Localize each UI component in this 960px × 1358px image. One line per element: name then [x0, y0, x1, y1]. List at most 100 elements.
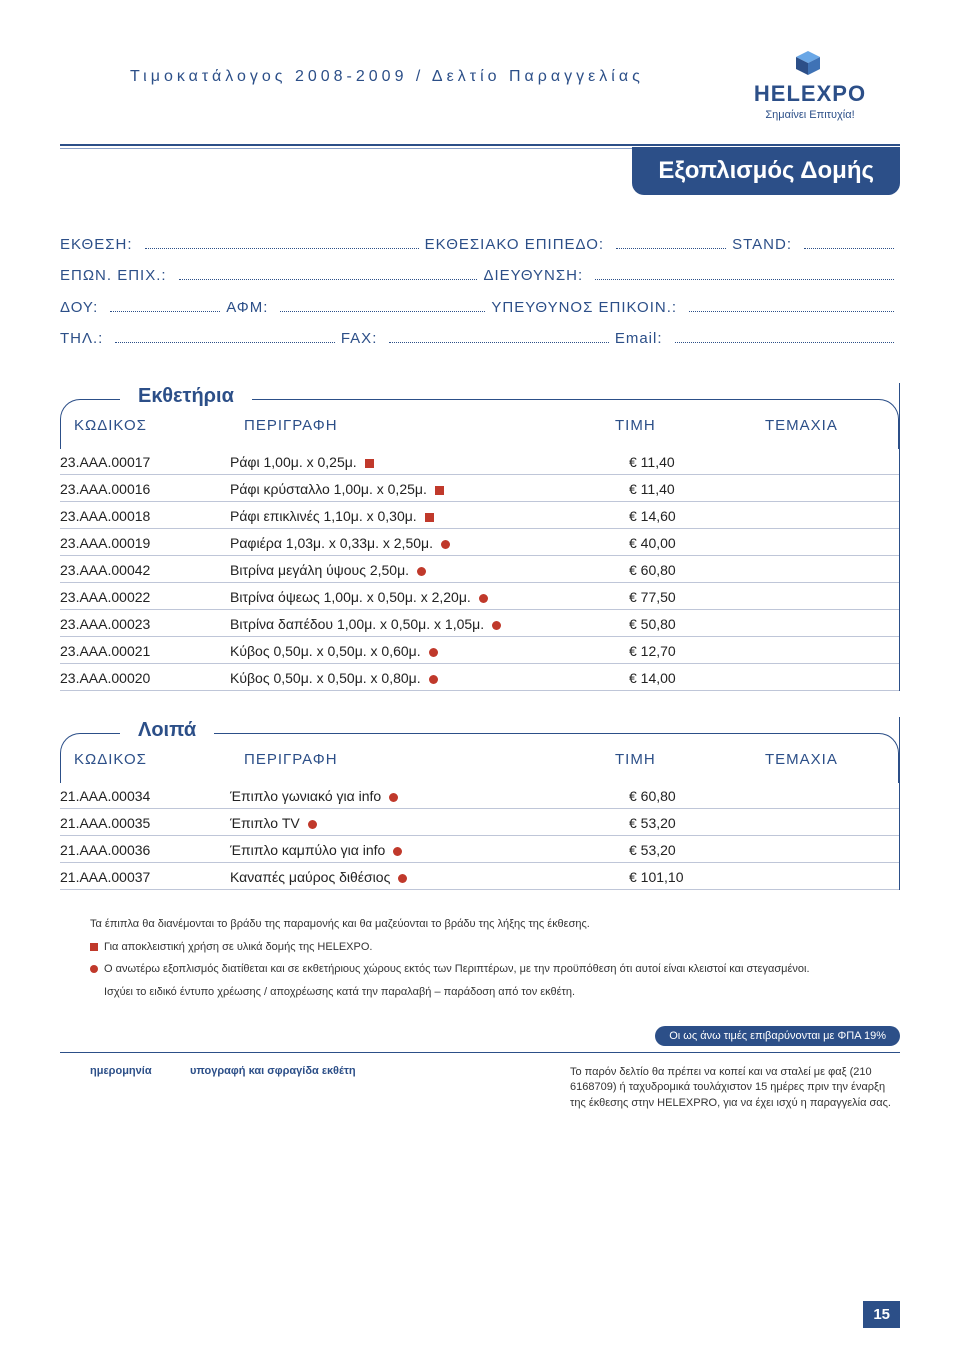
hdr-qty: ΤΕΜΑΧΙΑ — [765, 751, 885, 768]
table-row: 23.ΑΑΑ.00042Βιτρίνα μεγάλη ύψους 2,50μ. … — [60, 556, 899, 583]
table-row: 23.ΑΑΑ.00017Ράφι 1,00μ. x 0,25μ. € 11,40 — [60, 448, 899, 475]
table-row: 23.ΑΑΑ.00019Ραφιέρα 1,03μ. x 0,33μ. x 2,… — [60, 529, 899, 556]
hdr-price: ΤΙΜΗ — [615, 751, 765, 768]
field-fax[interactable] — [389, 330, 608, 344]
lbl-ekthesi: ΕΚΘΕΣΗ: — [60, 236, 133, 253]
table-row: 21.ΑΑΑ.00034Έπιπλο γωνιακό για info € 60… — [60, 782, 899, 809]
table-row: 21.ΑΑΑ.00037Καναπές μαύρος διθέσιος € 10… — [60, 863, 899, 890]
cell-price: € 40,00 — [629, 535, 779, 551]
table-row: 23.ΑΑΑ.00023Βιτρίνα δαπέδου 1,00μ. x 0,5… — [60, 610, 899, 637]
hdr-desc: ΠΕΡΙΓΡΑΦΗ — [244, 751, 615, 768]
footer: Οι ως άνω τιμές επιβαρύνονται με ΦΠΑ 19%… — [60, 1026, 900, 1111]
field-dieyth[interactable] — [595, 267, 894, 281]
logo-subtext: Σημαίνει Επιτυχία! — [740, 109, 880, 121]
note-dot1: Ο ανωτέρω εξοπλισμός διατίθεται και σε ε… — [104, 963, 810, 975]
note-sq: Για αποκλειστική χρήση σε υλικά δομής τη… — [104, 941, 372, 953]
footer-sign-label: υπογραφή και σφραγίδα εκθέτη — [180, 1065, 570, 1111]
dot-red-icon — [492, 621, 501, 630]
cell-price: € 101,10 — [629, 869, 779, 885]
cell-price: € 77,50 — [629, 589, 779, 605]
section-title: Εξοπλισμός Δομής — [632, 147, 900, 195]
cell-code: 23.ΑΑΑ.00021 — [60, 643, 230, 659]
cell-code: 23.ΑΑΑ.00017 — [60, 454, 230, 470]
hdr-qty: ΤΕΜΑΧΙΑ — [765, 417, 885, 434]
dot-red-icon — [479, 594, 488, 603]
lbl-epon: ΕΠΩΝ. ΕΠΙΧ.: — [60, 267, 167, 284]
logo: HELEXPO Σημαίνει Επιτυχία! — [740, 50, 880, 121]
field-epipedo[interactable] — [616, 235, 726, 249]
cell-price: € 14,00 — [629, 670, 779, 686]
notes: Τα έπιπλα θα διανέμονται το βράδυ της πα… — [90, 916, 880, 1000]
cell-code: 21.ΑΑΑ.00036 — [60, 842, 230, 858]
field-email[interactable] — [675, 330, 894, 344]
lbl-doy: ΔΟΥ: — [60, 299, 98, 316]
hdr-code: ΚΩΔΙΚΟΣ — [74, 417, 244, 434]
field-ekthesi[interactable] — [145, 235, 419, 249]
cell-code: 23.ΑΑΑ.00042 — [60, 562, 230, 578]
cell-code: 23.ΑΑΑ.00020 — [60, 670, 230, 686]
table-row: 21.ΑΑΑ.00036Έπιπλο καμπύλο για info € 53… — [60, 836, 899, 863]
table-row: 23.ΑΑΑ.00016Ράφι κρύσταλλο 1,00μ. x 0,25… — [60, 475, 899, 502]
cell-desc: Ράφι 1,00μ. x 0,25μ. — [230, 454, 629, 470]
cell-desc: Κύβος 0,50μ. x 0,50μ. x 0,60μ. — [230, 643, 629, 659]
field-afm[interactable] — [280, 298, 485, 312]
dot-red-icon — [441, 540, 450, 549]
form-block: ΕΚΘΕΣΗ: ΕΚΘΕΣΙΑΚΟ ΕΠΙΠΕΔΟ: STAND: ΕΠΩΝ. … — [60, 235, 900, 347]
lbl-ypeuth: ΥΠΕΥΘΥΝΟΣ ΕΠΙΚΟΙΝ.: — [491, 299, 677, 316]
cell-code: 23.ΑΑΑ.00023 — [60, 616, 230, 632]
cell-desc: Ράφι κρύσταλλο 1,00μ. x 0,25μ. — [230, 481, 629, 497]
cell-desc: Κύβος 0,50μ. x 0,50μ. x 0,80μ. — [230, 670, 629, 686]
dot-red-icon — [429, 648, 438, 657]
square-red-icon — [435, 486, 444, 495]
hdr-code: ΚΩΔΙΚΟΣ — [74, 751, 244, 768]
lbl-fax: FAX: — [341, 330, 378, 347]
group-title: Λοιπά — [120, 719, 214, 742]
hdr-price: ΤΙΜΗ — [615, 417, 765, 434]
breadcrumb: Τιμοκατάλογος 2008-2009 / Δελτίο Παραγγε… — [130, 68, 644, 86]
cell-desc: Βιτρίνα δαπέδου 1,00μ. x 0,50μ. x 1,05μ. — [230, 616, 629, 632]
dot-red-icon — [393, 847, 402, 856]
group-ektheteria: Εκθετήρια ΚΩΔΙΚΟΣ ΠΕΡΙΓΡΑΦΗ ΤΙΜΗ ΤΕΜΑΧΙΑ… — [60, 383, 900, 691]
cell-code: 23.ΑΑΑ.00016 — [60, 481, 230, 497]
page-number: 15 — [863, 1301, 900, 1328]
square-red-icon — [425, 513, 434, 522]
field-stand[interactable] — [804, 235, 894, 249]
cell-desc: Έπιπλο γωνιακό για info — [230, 788, 629, 804]
field-epon[interactable] — [179, 267, 478, 281]
cell-price: € 11,40 — [629, 481, 779, 497]
cell-code: 21.ΑΑΑ.00034 — [60, 788, 230, 804]
cell-price: € 12,70 — [629, 643, 779, 659]
square-red-icon — [365, 459, 374, 468]
logo-text: HELEXPO — [740, 81, 880, 107]
note-intro: Τα έπιπλα θα διανέμονται το βράδυ της πα… — [90, 916, 880, 933]
cell-code: 23.ΑΑΑ.00019 — [60, 535, 230, 551]
cell-desc: Βιτρίνα όψεως 1,00μ. x 0,50μ. x 2,20μ. — [230, 589, 629, 605]
lbl-stand: STAND: — [732, 236, 792, 253]
table-row: 23.ΑΑΑ.00018Ράφι επικλινές 1,10μ. x 0,30… — [60, 502, 899, 529]
cell-price: € 14,60 — [629, 508, 779, 524]
dot-red-icon — [429, 675, 438, 684]
field-doy[interactable] — [110, 298, 220, 312]
lbl-afm: ΑΦΜ: — [226, 299, 268, 316]
cell-code: 21.ΑΑΑ.00037 — [60, 869, 230, 885]
table-row: 23.ΑΑΑ.00022Βιτρίνα όψεως 1,00μ. x 0,50μ… — [60, 583, 899, 610]
cell-price: € 50,80 — [629, 616, 779, 632]
table-row: 21.ΑΑΑ.00035Έπιπλο TV € 53,20 — [60, 809, 899, 836]
cell-desc: Βιτρίνα μεγάλη ύψους 2,50μ. — [230, 562, 629, 578]
cell-price: € 60,80 — [629, 788, 779, 804]
note-dot2: Ισχύει το ειδικό έντυπο χρέωσης / αποχρέ… — [104, 986, 575, 998]
cell-code: 23.ΑΑΑ.00018 — [60, 508, 230, 524]
cell-price: € 60,80 — [629, 562, 779, 578]
dot-red-icon — [90, 965, 98, 973]
field-ypeuth[interactable] — [689, 298, 894, 312]
dot-red-icon — [398, 874, 407, 883]
field-thl[interactable] — [115, 330, 334, 344]
lbl-dieyth: ΔΙΕΥΘΥΝΣΗ: — [483, 267, 583, 284]
square-red-icon — [90, 943, 98, 951]
dot-red-icon — [308, 820, 317, 829]
group-title: Εκθετήρια — [120, 385, 252, 408]
table-row: 23.ΑΑΑ.00021Κύβος 0,50μ. x 0,50μ. x 0,60… — [60, 637, 899, 664]
cell-desc: Καναπές μαύρος διθέσιος — [230, 869, 629, 885]
cell-desc: Ράφι επικλινές 1,10μ. x 0,30μ. — [230, 508, 629, 524]
table-row: 23.ΑΑΑ.00020Κύβος 0,50μ. x 0,50μ. x 0,80… — [60, 664, 899, 691]
